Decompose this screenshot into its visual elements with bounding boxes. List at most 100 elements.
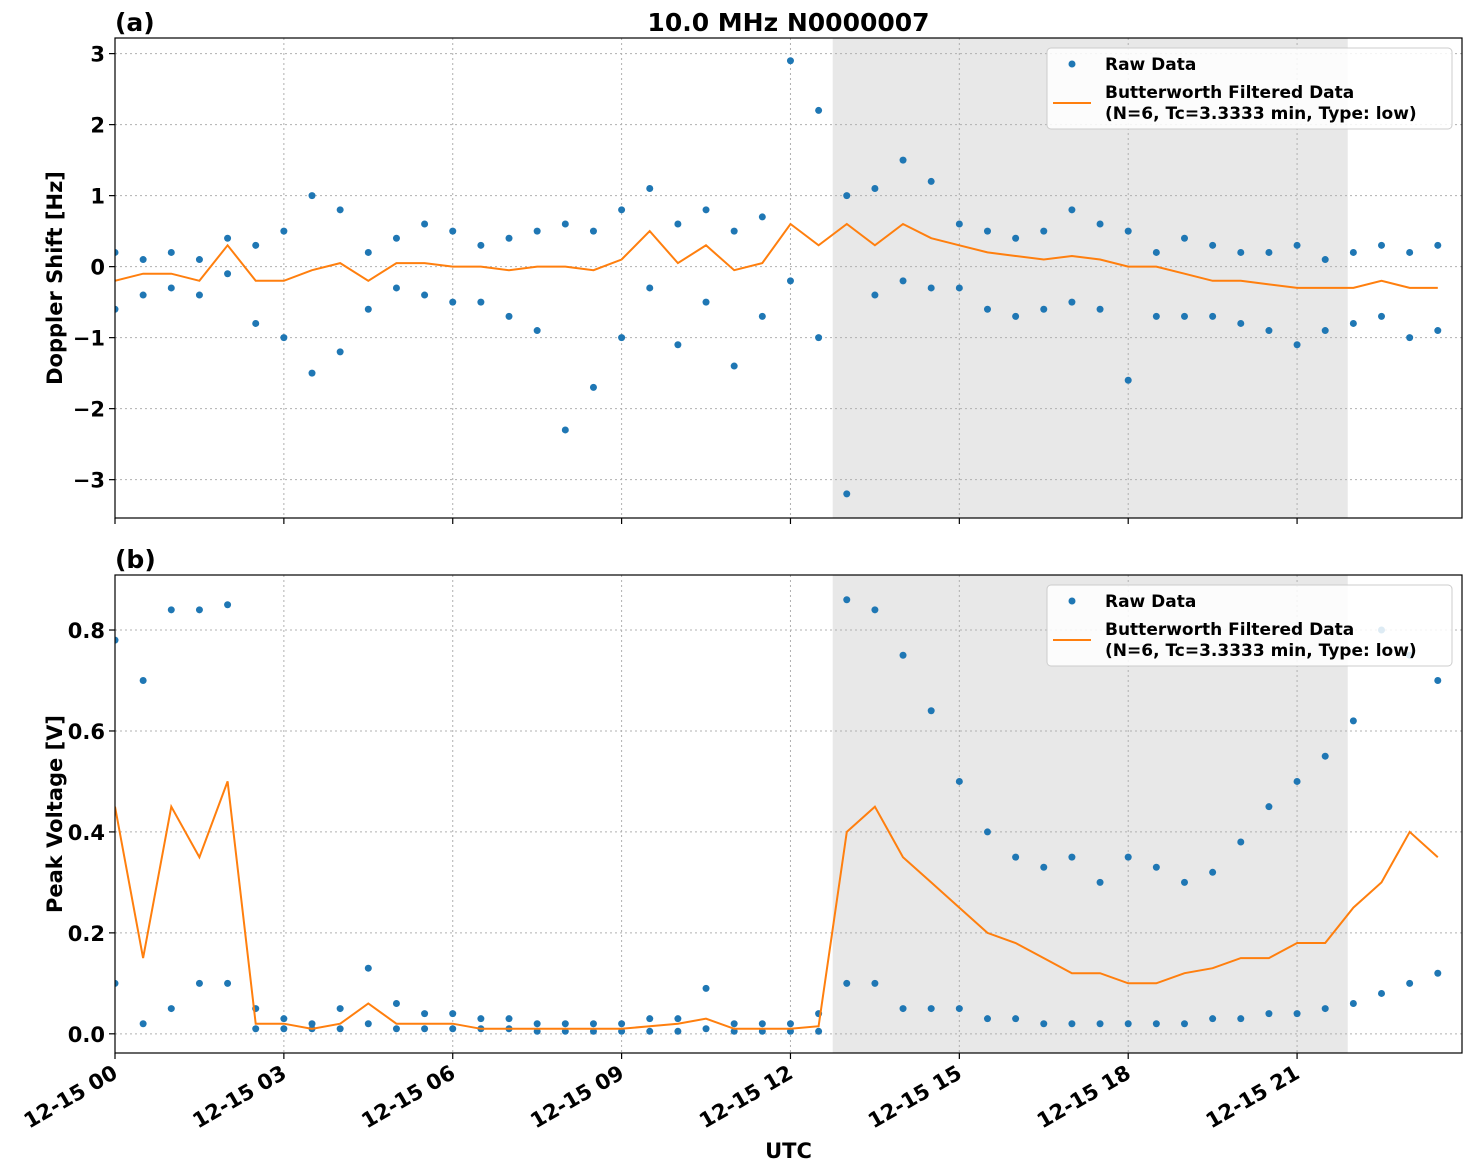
raw-point: [1265, 1010, 1273, 1018]
raw-point: [1406, 248, 1414, 256]
raw-point: [1096, 878, 1104, 886]
x-tick-label: 12-15 12: [695, 1061, 797, 1134]
raw-point: [280, 1015, 288, 1023]
raw-point: [449, 227, 457, 235]
raw-point: [505, 312, 513, 320]
raw-point: [1152, 863, 1160, 871]
raw-point: [871, 291, 879, 299]
raw-point: [1152, 1020, 1160, 1028]
raw-point: [815, 1027, 823, 1035]
x-tick-label: 12-15 00: [20, 1061, 122, 1134]
raw-point: [843, 596, 851, 604]
y-axis-label: Doppler Shift [Hz]: [43, 171, 67, 385]
raw-point: [646, 284, 654, 292]
raw-point: [1068, 1020, 1076, 1028]
raw-point: [1349, 248, 1357, 256]
raw-point: [1209, 241, 1217, 249]
raw-point: [252, 1025, 260, 1033]
raw-point: [308, 369, 316, 377]
legend-label: Raw Data: [1105, 592, 1196, 612]
legend-box: [1046, 584, 1453, 667]
raw-point: [815, 106, 823, 114]
raw-point: [1209, 868, 1217, 876]
raw-point: [927, 284, 935, 292]
raw-point: [927, 1005, 935, 1013]
raw-point: [505, 1015, 513, 1023]
x-tick-label: 12-15 06: [357, 1061, 459, 1134]
raw-point: [449, 298, 457, 306]
filtered-line: [115, 222, 1438, 289]
raw-point: [392, 1025, 400, 1033]
y-tick-label: 0.4: [68, 821, 105, 845]
raw-point: [1152, 312, 1160, 320]
raw-point: [224, 234, 232, 242]
raw-point: [252, 319, 260, 327]
raw-point: [730, 227, 738, 235]
legend-box: [1046, 47, 1453, 130]
raw-point: [758, 1020, 766, 1028]
raw-point: [1040, 227, 1048, 235]
raw-point: [674, 220, 682, 228]
raw-point: [280, 227, 288, 235]
raw-point: [1406, 979, 1414, 987]
raw-point: [1180, 312, 1188, 320]
raw-point: [139, 1020, 147, 1028]
raw-point: [139, 291, 147, 299]
raw-point: [115, 636, 119, 644]
raw-point: [477, 241, 485, 249]
y-tick-label: 0: [90, 256, 105, 280]
raw-point: [195, 606, 203, 614]
legend-line: (N=6, Tc=3.3333 min, Type: low): [1105, 104, 1417, 124]
raw-point: [1040, 1020, 1048, 1028]
raw-point: [589, 383, 597, 391]
raw-point: [1096, 1020, 1104, 1028]
raw-point: [449, 1010, 457, 1018]
raw-point: [115, 305, 119, 313]
raw-point: [646, 1015, 654, 1023]
raw-point: [702, 1025, 710, 1033]
raw-point: [1096, 220, 1104, 228]
raw-point: [646, 1027, 654, 1035]
raw-point: [280, 1025, 288, 1033]
raw-point: [1124, 376, 1132, 384]
raw-point: [927, 707, 935, 715]
raw-point: [1321, 327, 1329, 335]
raw-point: [561, 1020, 569, 1028]
raw-point: [364, 964, 372, 972]
raw-point: [421, 1025, 429, 1033]
axes-frame: [114, 574, 1463, 1054]
raw-point: [533, 327, 541, 335]
raw-point: [899, 1005, 907, 1013]
raw-point: [955, 1005, 963, 1013]
raw-point: [364, 305, 372, 313]
axes-frame: [114, 37, 1463, 519]
y-tick-label: 2: [90, 114, 105, 138]
raw-point: [167, 284, 175, 292]
legend-marker: [1068, 597, 1076, 605]
raw-point: [1321, 1005, 1329, 1013]
raw-point: [983, 828, 991, 836]
raw-point: [674, 341, 682, 349]
raw-point: [927, 177, 935, 185]
raw-point: [955, 777, 963, 785]
raw-point: [899, 277, 907, 285]
raw-point: [139, 676, 147, 684]
raw-point: [1293, 1010, 1301, 1018]
raw-point: [421, 220, 429, 228]
raw-point: [871, 979, 879, 987]
raw-point: [1378, 989, 1386, 997]
y-tick-label: 0.6: [68, 720, 105, 744]
legend-label: Butterworth Filtered Data (N=6, Tc=3.3333…: [1105, 83, 1417, 124]
raw-point: [983, 227, 991, 235]
filtered-line: [115, 781, 1439, 1030]
raw-point: [115, 248, 119, 256]
x-axis-label: UTC: [765, 1139, 812, 1163]
raw-point: [1378, 312, 1386, 320]
x-tick-label: 12-15 09: [526, 1061, 628, 1134]
raw-point: [1209, 312, 1217, 320]
raw-point: [786, 57, 794, 65]
raw-point: [1068, 206, 1076, 214]
raw-point: [336, 206, 344, 214]
raw-point: [561, 220, 569, 228]
raw-point: [1180, 878, 1188, 886]
